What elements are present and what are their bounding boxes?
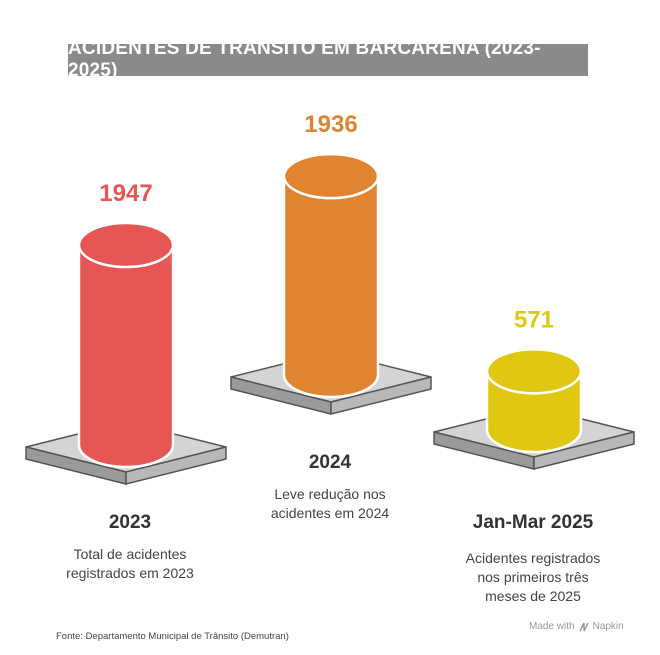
description-2024: Leve redução nos acidentes em 2024 xyxy=(240,485,420,523)
description-2023: Total de acidentes registrados em 2023 xyxy=(40,545,220,583)
description-line: Leve redução nos xyxy=(274,486,386,502)
value-label-jan-mar-2025: 571 xyxy=(514,306,554,333)
base-plate-right-side-2024 xyxy=(330,376,432,415)
made-with-text: Made with xyxy=(529,621,575,632)
category-label-2023: 2023 xyxy=(108,512,152,533)
bar-2023 xyxy=(77,243,175,469)
bar-top-2023 xyxy=(77,221,175,269)
bar-2024 xyxy=(282,174,380,399)
bar-top-2024 xyxy=(282,152,380,200)
category-label-2024: 2024 xyxy=(308,452,352,473)
description-line: nos primeiros três xyxy=(477,569,589,585)
brand-text: Napkin xyxy=(592,621,624,632)
category-label-jan-mar-2025: Jan-Mar 2025 xyxy=(472,512,594,533)
description-jan-mar-2025: Acidentes registrados nos primeiros três… xyxy=(438,549,628,606)
value-label-2024: 1936 xyxy=(304,111,357,138)
base-plate-right-side-2023 xyxy=(125,446,227,485)
bar-top-jan-mar-2025 xyxy=(485,348,583,395)
made-with-badge: Made with Napkin xyxy=(529,621,624,632)
source-note: Fonte: Departamento Municipal de Trânsit… xyxy=(56,631,289,642)
base-plate-right-side-jan-mar-2025 xyxy=(533,431,635,470)
description-line: Total de acidentes xyxy=(73,546,187,562)
napkin-icon xyxy=(578,622,589,631)
value-label-2023: 1947 xyxy=(99,180,152,207)
description-line: Acidentes registrados xyxy=(465,550,601,566)
chart-title: ACIDENTES DE TRÂNSITO EM BARCARENA (2023… xyxy=(68,38,588,81)
description-line: meses de 2025 xyxy=(485,588,581,604)
description-line: acidentes em 2024 xyxy=(270,505,390,521)
description-line: registrados em 2023 xyxy=(66,565,194,581)
